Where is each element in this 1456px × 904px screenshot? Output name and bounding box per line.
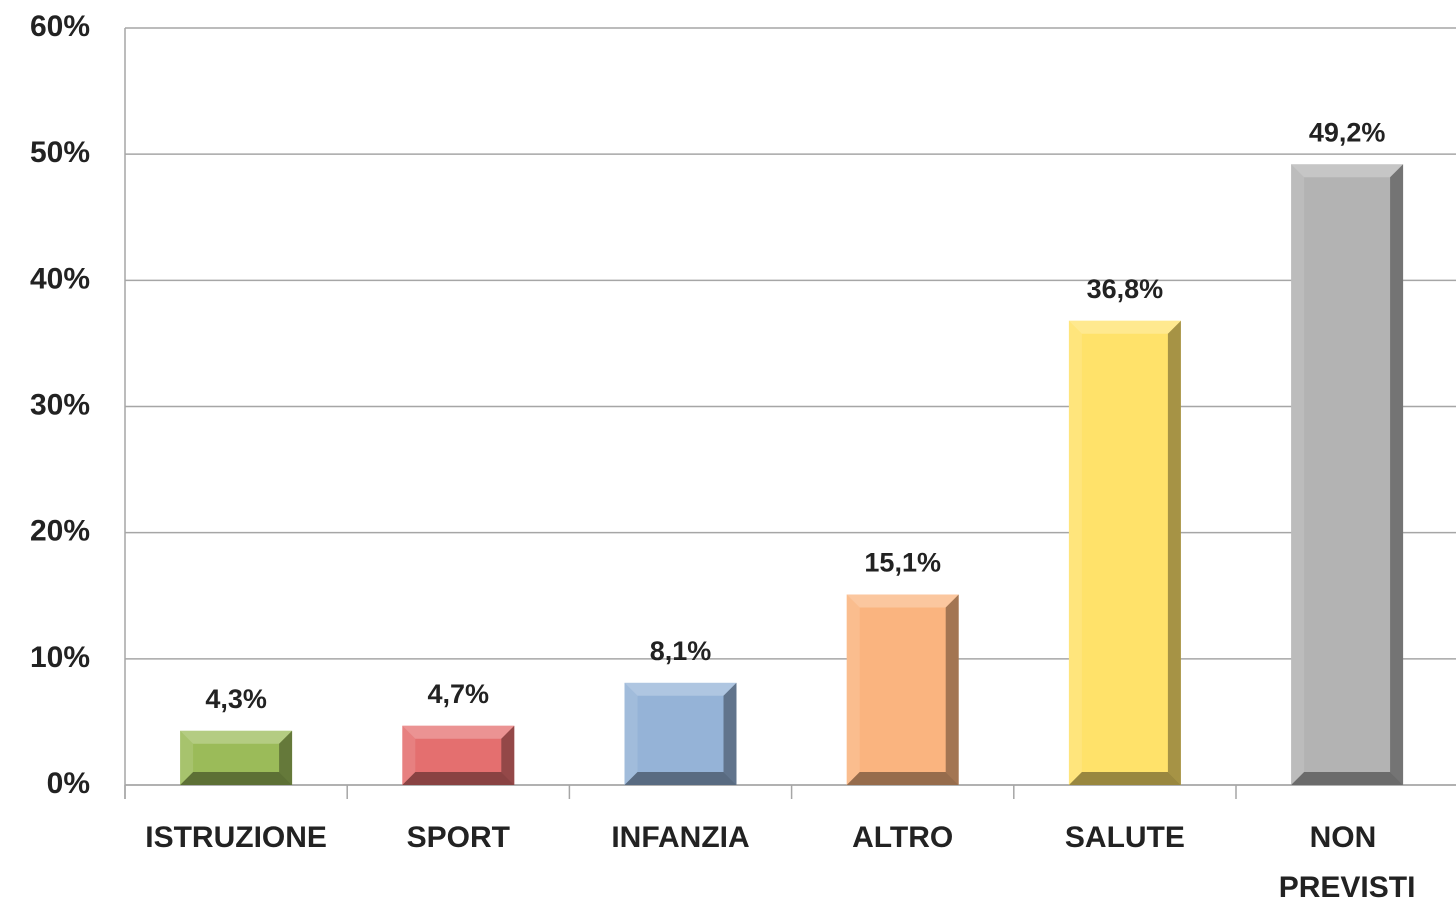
bar-bevel	[846, 594, 860, 785]
y-tick-label: 30%	[30, 388, 90, 421]
x-tick-label: SALUTE	[1065, 821, 1185, 854]
bar-bevel	[846, 594, 959, 608]
value-label: 8,1%	[650, 636, 712, 666]
bar-bevel	[1291, 164, 1305, 785]
y-tick-label: 50%	[30, 136, 90, 169]
bar	[402, 725, 515, 785]
bar-bevel	[723, 682, 737, 785]
x-tick-label: NON PREVISTI	[1279, 821, 1416, 904]
bar-bevel	[402, 725, 515, 739]
bar-bevel	[1068, 320, 1181, 334]
value-label: 49,2%	[1309, 117, 1386, 147]
y-tick-label: 60%	[30, 10, 90, 43]
bar-bevel	[1068, 320, 1082, 785]
bar	[180, 730, 293, 785]
y-tick-label: 0%	[47, 767, 90, 800]
bar-bevel	[624, 682, 638, 785]
bar-bevel	[501, 725, 515, 785]
y-tick-label: 20%	[30, 515, 90, 548]
bar-bevel	[1390, 164, 1404, 785]
value-label: 15,1%	[864, 548, 941, 578]
bar-bevel	[1291, 164, 1404, 178]
bar-bevel	[180, 730, 293, 744]
bar-bevel	[180, 730, 194, 785]
bar-bevel	[945, 594, 959, 785]
bar-bevel	[180, 772, 293, 785]
bar	[1291, 164, 1404, 785]
value-label: 36,8%	[1087, 274, 1164, 304]
x-tick-label: SPORT	[407, 821, 510, 854]
x-tick-label: ISTRUZIONE	[145, 821, 327, 854]
bar	[1068, 320, 1181, 785]
bar-bevel	[1068, 772, 1181, 785]
bar-bevel	[846, 772, 959, 785]
bar-bevel	[402, 772, 515, 785]
bar	[846, 594, 959, 785]
bar-bevel	[624, 682, 737, 696]
value-label: 4,7%	[428, 679, 490, 709]
bar-bevel	[624, 772, 737, 785]
x-tick-label: INFANZIA	[611, 821, 749, 854]
x-tick-label: ALTRO	[852, 821, 953, 854]
y-tick-label: 10%	[30, 641, 90, 674]
y-tick-label: 40%	[30, 262, 90, 295]
bar	[624, 682, 737, 785]
value-label: 4,3%	[205, 684, 267, 714]
bar-bevel	[402, 725, 416, 785]
bar-bevel	[279, 730, 293, 785]
bar-bevel	[1167, 320, 1181, 785]
bar-bevel	[1291, 772, 1404, 785]
